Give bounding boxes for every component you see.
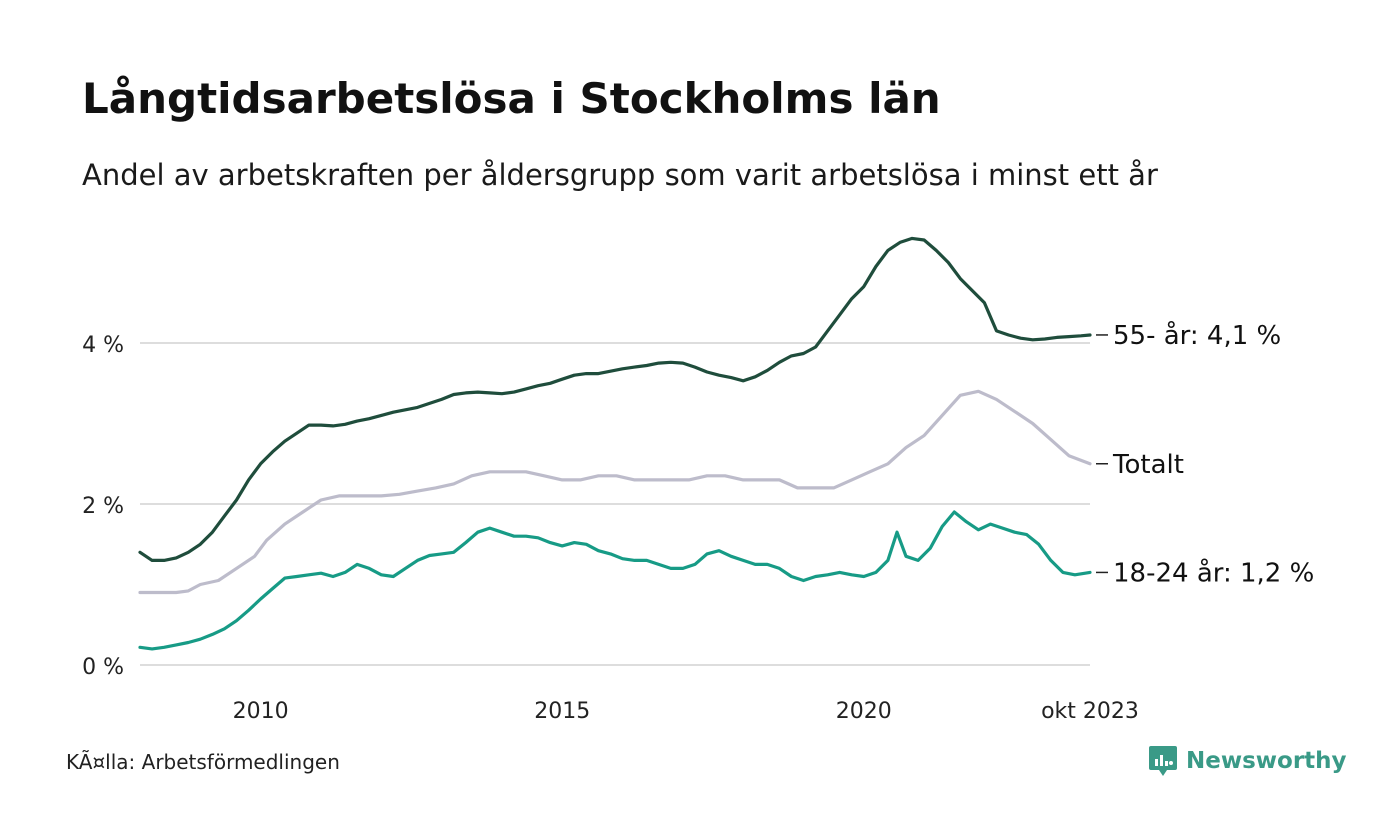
page-subtitle: Andel av arbetskraften per åldersgrupp s… bbox=[82, 158, 1158, 192]
brand-logo: Newsworthy bbox=[1148, 744, 1347, 778]
x-tick-label: okt 2023 bbox=[1041, 699, 1139, 724]
grid-layer bbox=[140, 342, 1090, 666]
series-label-55-plus: 55- år: 4,1 % bbox=[1113, 320, 1281, 351]
y-tick-label: 2 % bbox=[82, 494, 124, 519]
y-tick-label: 0 % bbox=[82, 655, 124, 680]
series-line-18-24 bbox=[138, 510, 1092, 651]
source-note: KÃ¤lla: Arbetsförmedlingen bbox=[66, 750, 340, 774]
series-layer bbox=[138, 236, 1092, 651]
series-line-55-plus bbox=[138, 236, 1092, 563]
series-line-total bbox=[138, 389, 1092, 595]
series-label-18-24: 18-24 år: 1,2 % bbox=[1113, 557, 1314, 588]
y-axis: 0 % 2 % 4 % bbox=[82, 333, 124, 680]
x-tick-label: 2010 bbox=[233, 699, 289, 724]
end-labels: 55- år: 4,1 % Totalt 18-24 år: 1,2 % bbox=[1096, 320, 1314, 588]
x-tick-label: 2015 bbox=[534, 699, 590, 724]
newsworthy-logo-icon bbox=[1149, 746, 1177, 776]
y-tick-label: 4 % bbox=[82, 333, 124, 358]
brand-name: Newsworthy bbox=[1186, 748, 1347, 774]
x-tick-label: 2020 bbox=[836, 699, 892, 724]
series-label-total: Totalt bbox=[1112, 450, 1184, 480]
x-axis: 2010 2015 2020 okt 2023 bbox=[233, 699, 1139, 724]
page-title: Långtidsarbetslösa i Stockholms län bbox=[82, 74, 941, 123]
